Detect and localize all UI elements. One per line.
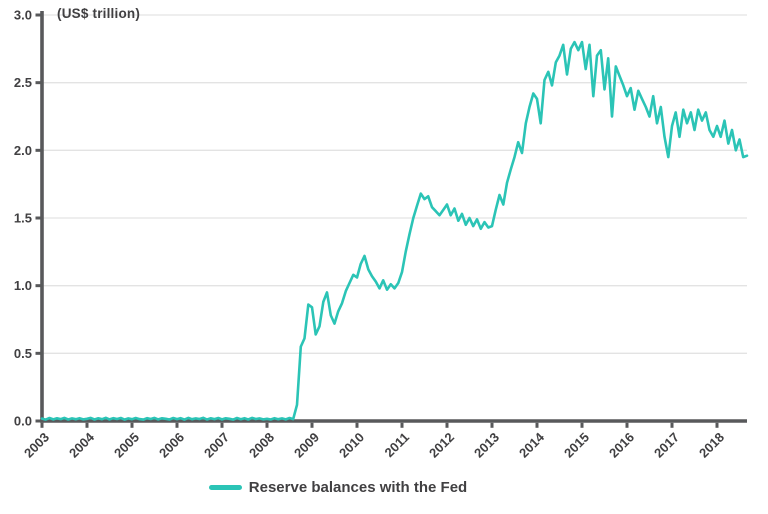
y-tick-label: 0.0 bbox=[14, 414, 32, 429]
x-tick-label: 2005 bbox=[111, 430, 142, 461]
y-tick-label: 2.0 bbox=[14, 143, 32, 158]
y-axis-unit-label: (US$ trillion) bbox=[57, 6, 141, 21]
line-chart-plot: 0.0 0.5 1.0 1.5 2.0 2.5 3.0 2003 2004 2005 2006 200… bbox=[14, 8, 749, 461]
x-tick-label: 2010 bbox=[336, 430, 367, 461]
x-tick-label: 2007 bbox=[201, 430, 232, 461]
y-tick-label: 0.5 bbox=[14, 346, 32, 361]
legend-line-swatch bbox=[208, 485, 242, 490]
y-tick-label: 3.0 bbox=[14, 8, 32, 23]
x-tick-label: 2008 bbox=[246, 430, 277, 461]
legend-label: Reserve balances with the Fed bbox=[248, 479, 468, 496]
x-tick-label: 2016 bbox=[606, 430, 637, 461]
y-tick-label: 2.5 bbox=[14, 75, 32, 90]
x-tick-label: 2004 bbox=[66, 429, 98, 461]
x-tick-label: 2006 bbox=[156, 430, 187, 461]
y-tick-label: 1.5 bbox=[14, 211, 32, 226]
x-tick-label: 2018 bbox=[696, 430, 727, 461]
x-tick-label: 2017 bbox=[651, 430, 682, 461]
x-tick-label: 2015 bbox=[561, 430, 592, 461]
x-tick-label: 2014 bbox=[516, 429, 548, 461]
y-tick-label: 1.0 bbox=[14, 278, 32, 293]
x-tick-label: 2003 bbox=[21, 430, 52, 461]
x-tick-label: 2009 bbox=[291, 430, 322, 461]
chart-legend: Reserve balances with the Fed bbox=[0, 479, 722, 496]
x-tick-label: 2011 bbox=[382, 430, 413, 461]
x-tick-label: 2012 bbox=[426, 430, 457, 461]
x-tick-label: 2013 bbox=[471, 430, 502, 461]
series-line-reserve-balances bbox=[40, 40, 749, 421]
